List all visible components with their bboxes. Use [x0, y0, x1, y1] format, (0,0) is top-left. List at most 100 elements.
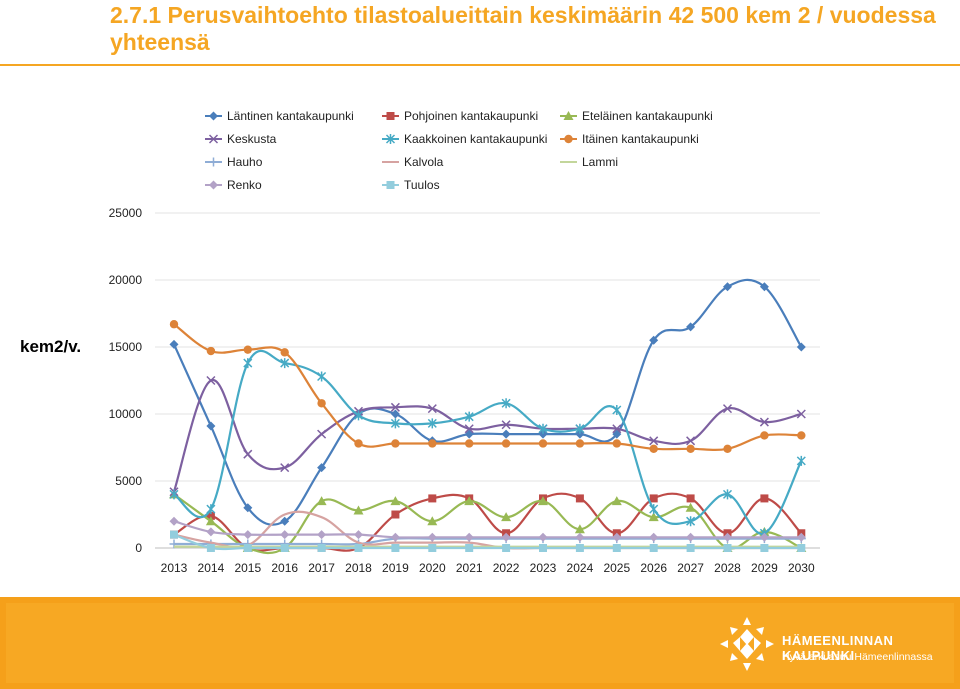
data-point — [243, 544, 252, 552]
series-line — [173, 323, 802, 451]
data-point — [427, 418, 437, 429]
legend-item: Renko — [205, 178, 262, 192]
data-point — [649, 436, 659, 446]
series-line — [173, 492, 803, 552]
data-point — [797, 544, 806, 552]
data-point — [686, 494, 695, 503]
data-point — [685, 502, 696, 512]
data-point — [280, 530, 290, 540]
y-tick-label: 10000 — [109, 407, 143, 421]
data-point — [428, 494, 437, 503]
data-point — [612, 544, 621, 552]
data-point — [501, 439, 511, 448]
footer-bar: HÄMEENLINNAN KAUPUNKI Hyvä arki asuu Häm… — [0, 597, 960, 689]
data-point — [575, 544, 584, 552]
legend-item: Keskusta — [205, 132, 277, 146]
legend-item: Itäinen kantakaupunki — [560, 132, 699, 146]
data-point — [206, 527, 216, 537]
data-point — [427, 404, 437, 414]
legend-label: Eteläinen kantakaupunki — [582, 109, 713, 123]
data-point — [205, 516, 216, 526]
x-tick-label: 2020 — [419, 561, 446, 575]
data-point — [243, 345, 252, 354]
data-point — [796, 532, 806, 542]
data-point — [797, 431, 806, 440]
data-point — [722, 489, 733, 500]
data-point — [243, 530, 253, 540]
data-point — [428, 439, 437, 448]
data-point — [649, 444, 658, 454]
y-tick-label: 0 — [135, 541, 142, 555]
data-point — [280, 516, 290, 526]
data-point — [575, 494, 584, 503]
data-point — [649, 494, 658, 503]
data-point — [686, 436, 696, 446]
legend-item: Kaakkoinen kantakaupunki — [382, 132, 547, 146]
legend-item: Tuulos — [382, 178, 440, 192]
series-line — [173, 537, 802, 546]
legend-marker — [209, 157, 218, 167]
data-point — [760, 494, 769, 503]
y-tick-labels: 0 5000 10000 15000 20000 25000 — [109, 206, 143, 555]
series-0 — [169, 278, 806, 526]
legend-label: Kalvola — [404, 155, 444, 169]
data-point — [428, 544, 437, 552]
x-tick-label: 2030 — [788, 561, 815, 575]
data-point — [354, 530, 363, 540]
data-point — [206, 511, 215, 520]
legend-label: Lammi — [582, 155, 618, 169]
footer-panel: HÄMEENLINNAN KAUPUNKI Hyvä arki asuu Häm… — [6, 603, 954, 683]
data-point — [648, 512, 659, 522]
data-point — [612, 439, 621, 448]
data-point — [501, 429, 511, 439]
data-point — [538, 439, 548, 448]
legend-marker — [209, 180, 218, 190]
x-tick-label: 2018 — [345, 561, 372, 575]
x-tick-label: 2021 — [456, 561, 483, 575]
legend-item: Lammi — [560, 155, 618, 169]
legend-label: Kaakkoinen kantakaupunki — [404, 132, 547, 146]
data-point — [391, 510, 400, 519]
data-point — [649, 335, 659, 345]
legend-item: Läntinen kantakaupunki — [205, 109, 354, 123]
data-point — [796, 455, 806, 466]
series-line — [172, 379, 802, 493]
data-point — [464, 532, 474, 542]
data-point — [538, 532, 548, 542]
data-point — [427, 532, 437, 542]
data-point — [686, 532, 696, 542]
data-point — [317, 399, 326, 408]
data-point — [760, 431, 769, 440]
page-title: 2.7.1 Perusvaihtoehto tilastoalueittain … — [110, 2, 936, 55]
brand-tagline: Hyvä arki asuu Hämeenlinnassa — [782, 651, 933, 663]
y-tick-label: 15000 — [109, 340, 143, 354]
city-logo-icon — [720, 617, 774, 671]
data-point — [317, 371, 327, 382]
data-point — [649, 532, 659, 542]
x-tick-label: 2016 — [271, 561, 298, 575]
data-point — [538, 423, 548, 434]
data-point — [317, 429, 327, 439]
legend-marker — [386, 112, 395, 120]
x-tick-label: 2022 — [493, 561, 520, 575]
data-point — [390, 418, 400, 429]
y-tick-label: 20000 — [109, 273, 143, 287]
x-tick-label: 2017 — [308, 561, 335, 575]
legend-label: Hauho — [227, 155, 263, 169]
x-tick-label: 2015 — [234, 561, 261, 575]
legend-label: Keskusta — [227, 132, 277, 146]
data-point — [574, 524, 585, 534]
legend-item: Pohjoinen kantakaupunki — [382, 109, 538, 123]
data-point — [390, 532, 400, 542]
x-tick-label: 2014 — [198, 561, 225, 575]
data-point — [169, 489, 179, 500]
data-point — [391, 544, 400, 552]
x-tick-label: 2029 — [751, 561, 778, 575]
data-point — [539, 544, 547, 552]
x-tick-labels: 2013 2014 2015 2016 2017 2018 2019 2020 2021 2022… — [161, 561, 815, 575]
x-tick-label: 2028 — [714, 561, 741, 575]
data-point — [353, 410, 364, 421]
data-point — [280, 348, 289, 357]
data-point — [206, 375, 216, 386]
